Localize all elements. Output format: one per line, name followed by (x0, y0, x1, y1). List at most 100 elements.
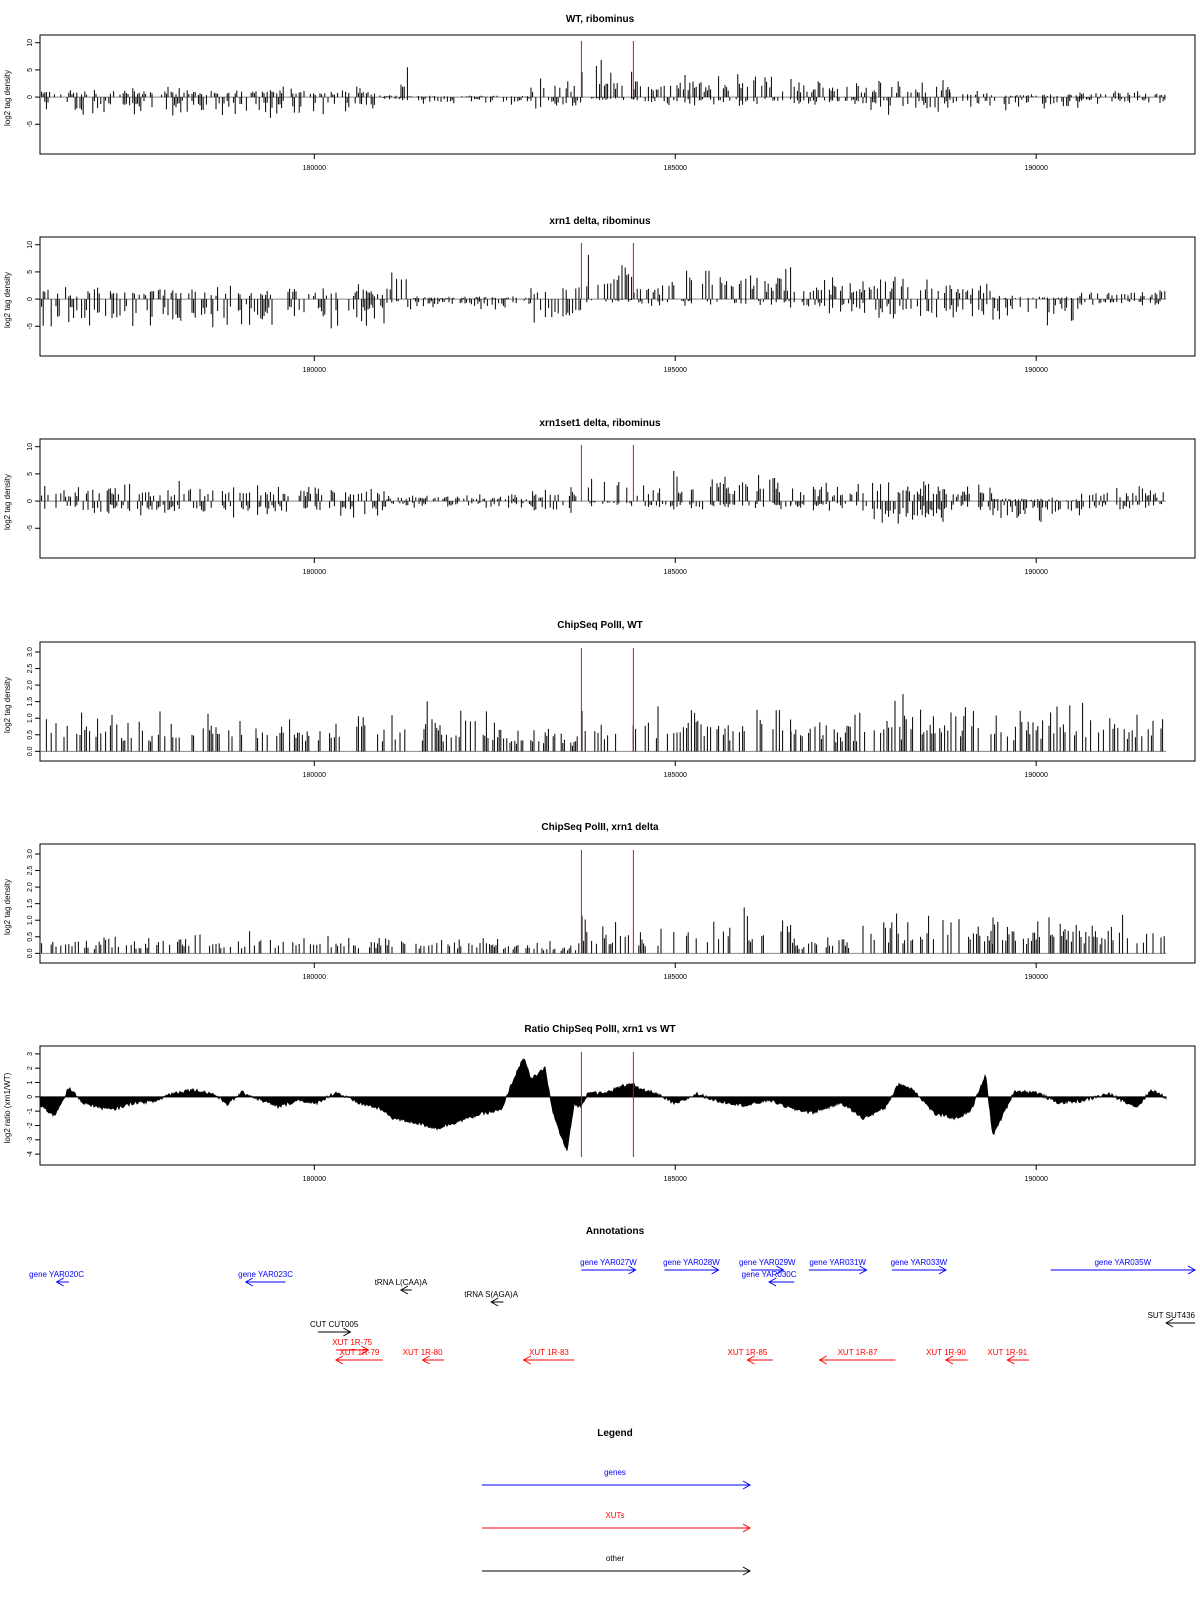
y-tick-label: -5 (27, 121, 34, 127)
annotation-cut-cut005: CUT CUT005 (310, 1320, 359, 1337)
annotation-arrowhead (399, 1285, 409, 1295)
annotation-label: gene YAR031W (809, 1258, 866, 1267)
panel-title: ChipSeq PolII, xrn1 delta (541, 822, 659, 833)
y-tick-label: 5 (27, 270, 34, 274)
annotation-arrowhead (1006, 1355, 1015, 1365)
annotation-gene-yar035w: gene YAR035W (1050, 1258, 1197, 1275)
annotation-label: gene YAR023C (238, 1270, 293, 1279)
annotation-gene-yar023c: gene YAR023C (238, 1270, 293, 1287)
x-tick-label: 185000 (664, 1176, 687, 1183)
annotation-arrowhead (55, 1277, 64, 1287)
annotation-xut-1r-87: XUT 1R-87 (818, 1348, 896, 1365)
annotation-arrowhead (334, 1355, 344, 1365)
annotation-gene-yar028w: gene YAR028W (663, 1258, 720, 1275)
x-tick-label: 185000 (664, 974, 687, 981)
x-tick-label: 185000 (664, 772, 687, 779)
annotation-sut-sut436: SUT SUT436 (1148, 1311, 1196, 1328)
y-tick-label: -5 (27, 525, 34, 531)
legend-item-other: other (482, 1554, 752, 1576)
y-axis-label: log2 tag density (3, 272, 12, 328)
annotation-label: SUT SUT436 (1148, 1311, 1196, 1320)
panel-title: xrn1 delta, ribominus (549, 216, 651, 227)
x-tick-label: 190000 (1025, 1176, 1048, 1183)
y-tick-label: 10 (27, 443, 34, 451)
annotation-xut-1r-83: XUT 1R-83 (522, 1348, 575, 1365)
y-tick-label: -4 (27, 1151, 34, 1157)
y-tick-label: 1.5 (27, 899, 34, 909)
annotation-label: XUT 1R-87 (838, 1348, 878, 1357)
panel-title: xrn1set1 delta, ribominus (539, 418, 661, 429)
legend-arrowhead (742, 1480, 752, 1490)
x-tick-label: 190000 (1025, 569, 1048, 576)
annotation-arrowhead (746, 1355, 755, 1365)
y-tick-label: 1.0 (27, 915, 34, 925)
x-tick-label: 180000 (303, 367, 326, 374)
annotation-arrowhead (711, 1265, 720, 1275)
annotation-gene-yar020c: gene YAR020C (29, 1270, 84, 1287)
annotation-xut-1r-75: XUT 1R-75 (332, 1338, 373, 1355)
panel-ratio-chipseq: Ratio ChipSeq PolII, xrn1 vs WT log2 rat… (3, 1024, 1196, 1183)
x-tick-label: 180000 (303, 772, 326, 779)
ratio-area (39, 1058, 1167, 1151)
panel-wt-ribominus: WT, ribominus log2 tag density -5 0 5 10 180… (3, 14, 1196, 172)
y-tick-label: 2.0 (27, 680, 34, 690)
annotation-label: gene YAR027W (580, 1258, 637, 1267)
y-tick-label: 0 (27, 95, 34, 99)
annotation-label: XUT 1R-91 (987, 1348, 1027, 1357)
annotation-xut-1r-85: XUT 1R-85 (728, 1348, 773, 1365)
x-tick-label: 190000 (1025, 165, 1048, 172)
annotation-arrowhead (1165, 1318, 1174, 1328)
annotation-trna-l-caa-a: tRNA L(CAA)A (375, 1278, 428, 1295)
annotation-arrowhead (818, 1355, 827, 1365)
y-tick-label: 0.5 (27, 730, 34, 740)
y-tick-label: 1.5 (27, 697, 34, 707)
annotation-label: gene YAR030C (742, 1270, 797, 1279)
annotation-arrowhead (768, 1277, 777, 1287)
x-tick-label: 190000 (1025, 974, 1048, 981)
annotation-label: XUT 1R-75 (332, 1338, 372, 1347)
signal-bars (41, 471, 1164, 524)
signal-bars (39, 694, 1164, 752)
panel-xrn1-delta-ribominus: xrn1 delta, ribominus log2 tag density -… (3, 216, 1196, 374)
annotation-arrowhead (421, 1355, 430, 1365)
annotation-arrowhead (938, 1265, 947, 1275)
legend-label: XUTs (605, 1511, 624, 1520)
y-tick-label: 0.0 (27, 948, 34, 958)
annotation-label: CUT CUT005 (310, 1320, 359, 1329)
legend-item-genes: genes (482, 1468, 752, 1490)
y-axis-label: log2 tag density (3, 474, 12, 530)
annotations-title: Annotations (586, 1226, 645, 1237)
y-tick-label: 2.0 (27, 882, 34, 892)
legend: Legend genes XUTs other (482, 1428, 752, 1576)
y-tick-label: -2 (27, 1122, 34, 1128)
annotation-arrowhead (1187, 1265, 1197, 1275)
annotation-gene-yar027w: gene YAR027W (580, 1258, 637, 1275)
annotation-gene-yar030c: gene YAR030C (742, 1270, 797, 1287)
legend-arrowhead (742, 1523, 752, 1533)
y-tick-label: 3.0 (27, 849, 34, 859)
y-tick-label: -5 (27, 323, 34, 329)
annotation-label: gene YAR020C (29, 1270, 84, 1279)
y-axis-label: log2 tag density (3, 677, 12, 733)
x-tick-label: 190000 (1025, 772, 1048, 779)
y-tick-label: 5 (27, 472, 34, 476)
panel-title: Ratio ChipSeq PolII, xrn1 vs WT (524, 1024, 675, 1035)
y-tick-label: 3 (27, 1052, 34, 1056)
annotation-arrowhead (944, 1355, 954, 1365)
y-tick-label: 1.0 (27, 713, 34, 723)
panel-title: ChipSeq PolII, WT (557, 620, 643, 631)
signal-bars (41, 907, 1165, 954)
annotation-label: gene YAR035W (1094, 1258, 1151, 1267)
x-tick-label: 180000 (303, 165, 326, 172)
signal-bars (39, 254, 1166, 329)
y-axis-label: log2 tag density (3, 879, 12, 935)
annotation-xut-1r-79: XUT 1R-79 (334, 1348, 383, 1365)
annotation-label: gene YAR028W (663, 1258, 720, 1267)
annotation-arrowhead (244, 1277, 253, 1287)
annotation-gene-yar029w: gene YAR029W (739, 1258, 796, 1275)
annotation-arrowhead (776, 1265, 785, 1275)
plot-frame (39, 34, 1196, 155)
x-tick-label: 190000 (1025, 367, 1048, 374)
y-tick-label: 0.5 (27, 932, 34, 942)
y-axis-label: log2 ratio (xrn1/WT) (3, 1072, 12, 1143)
